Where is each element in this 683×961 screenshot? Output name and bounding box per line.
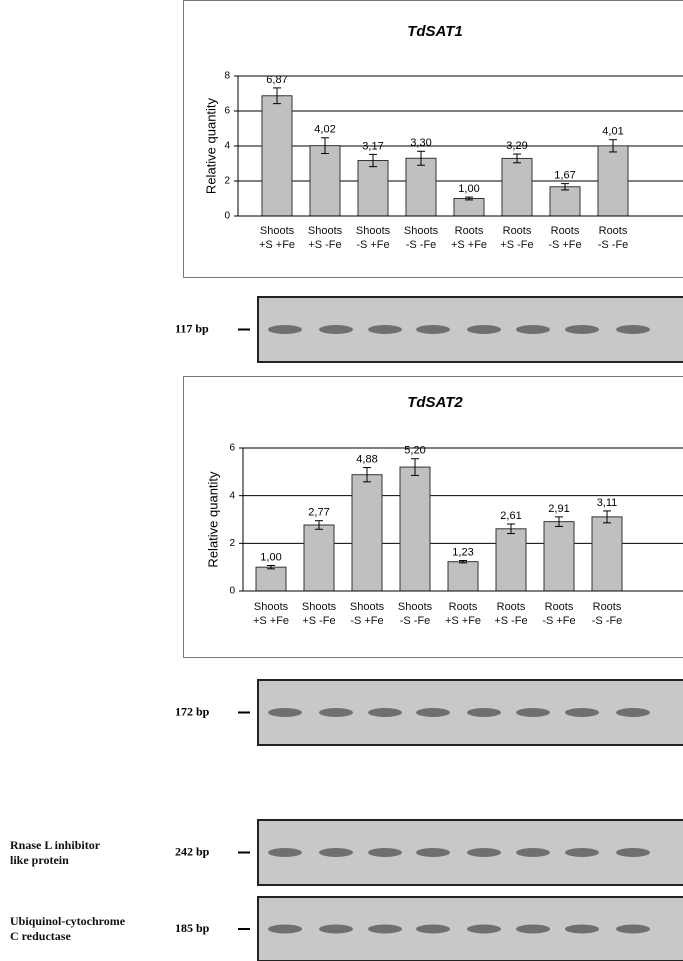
x-tick-label: Roots -S -Fe	[577, 600, 637, 628]
value-label: 3,11	[597, 497, 618, 509]
value-label: 1,00	[458, 183, 479, 195]
gel-band	[368, 848, 402, 857]
gel-band	[516, 325, 550, 334]
gel-band	[467, 708, 501, 717]
gel-size-label: 172 bp	[175, 704, 210, 718]
value-label: 1,23	[452, 546, 473, 558]
gel-band	[416, 848, 450, 857]
gel-band	[268, 708, 302, 717]
chart: TdSAT1 Relative quantity 0 2 4 6 8 6,87 4,02 3,17…	[0, 0, 683, 961]
gel-band	[616, 708, 650, 717]
bar	[502, 158, 532, 216]
gel-band	[368, 925, 402, 934]
y-axis-label: Relative quantity	[205, 471, 220, 568]
y-tick-label: 0	[229, 586, 235, 597]
value-label: 2,61	[500, 510, 521, 522]
gel-band	[616, 925, 650, 934]
gel-caption: Rnase L inhibitor like protein	[10, 838, 100, 868]
gel-band	[516, 708, 550, 717]
value-label: 3,29	[506, 140, 527, 152]
gel-caption: Ubiquinol-cytochrome C reductase	[10, 914, 125, 944]
bar	[592, 517, 622, 591]
y-tick-label: 0	[224, 211, 230, 222]
bar	[400, 467, 430, 591]
y-axis-label: Relative quantity	[203, 97, 218, 194]
gel-size-label: 185 bp	[175, 921, 210, 935]
gel-band	[416, 708, 450, 717]
bar	[496, 529, 526, 591]
value-label: 4,88	[356, 453, 377, 465]
chart-title: TdSAT2	[407, 394, 463, 411]
bar	[448, 562, 478, 591]
value-label: 1,00	[260, 551, 281, 563]
gel-band	[516, 925, 550, 934]
gel-band	[467, 925, 501, 934]
gel-band	[416, 325, 450, 334]
value-label: 6,87	[266, 74, 287, 86]
gel-band	[319, 925, 353, 934]
gel-band	[565, 325, 599, 334]
gel-band	[319, 708, 353, 717]
bar	[352, 475, 382, 591]
y-tick-label: 4	[224, 141, 230, 152]
value-label: 4,01	[602, 126, 623, 138]
bar	[454, 199, 484, 217]
gel-band	[616, 325, 650, 334]
gel-band	[368, 325, 402, 334]
gel-band	[368, 708, 402, 717]
x-tick-label: Roots -S -Fe	[583, 224, 643, 252]
bar	[550, 187, 580, 216]
y-tick-label: 6	[229, 443, 235, 454]
y-tick-label: 2	[224, 176, 230, 187]
gel-size-label: 242 bp	[175, 844, 210, 858]
gel-band	[268, 848, 302, 857]
bar	[256, 567, 286, 591]
y-tick-label: 2	[229, 538, 235, 549]
gel-band	[565, 708, 599, 717]
gel-band	[467, 325, 501, 334]
gel-band	[416, 925, 450, 934]
value-label: 1,67	[554, 170, 575, 182]
value-label: 3,30	[410, 137, 431, 149]
gel-band	[319, 848, 353, 857]
gel-band	[268, 325, 302, 334]
bar	[406, 158, 436, 216]
value-label: 5,20	[404, 445, 425, 457]
value-label: 2,77	[308, 507, 329, 519]
y-tick-label: 8	[224, 71, 230, 82]
gel-band	[616, 848, 650, 857]
gel-size-label: 117 bp	[175, 321, 209, 335]
value-label: 2,91	[548, 503, 569, 515]
bar	[598, 146, 628, 216]
gel-band	[467, 848, 501, 857]
bar	[310, 146, 340, 216]
gel-band	[565, 925, 599, 934]
bar	[358, 161, 388, 216]
value-label: 4,02	[314, 124, 335, 136]
gel-band	[565, 848, 599, 857]
figure: TdSAT1 Relative quantity 0 2 4 6 8 6,87 4,02 3,17…	[0, 0, 683, 961]
y-tick-label: 4	[229, 490, 235, 501]
value-label: 3,17	[362, 140, 383, 152]
gel-band	[319, 325, 353, 334]
gel-band	[268, 925, 302, 934]
bar	[262, 96, 292, 216]
bar	[304, 525, 334, 591]
gel-band	[516, 848, 550, 857]
bar	[544, 522, 574, 591]
chart-title: TdSAT1	[407, 23, 463, 40]
y-tick-label: 6	[224, 106, 230, 117]
